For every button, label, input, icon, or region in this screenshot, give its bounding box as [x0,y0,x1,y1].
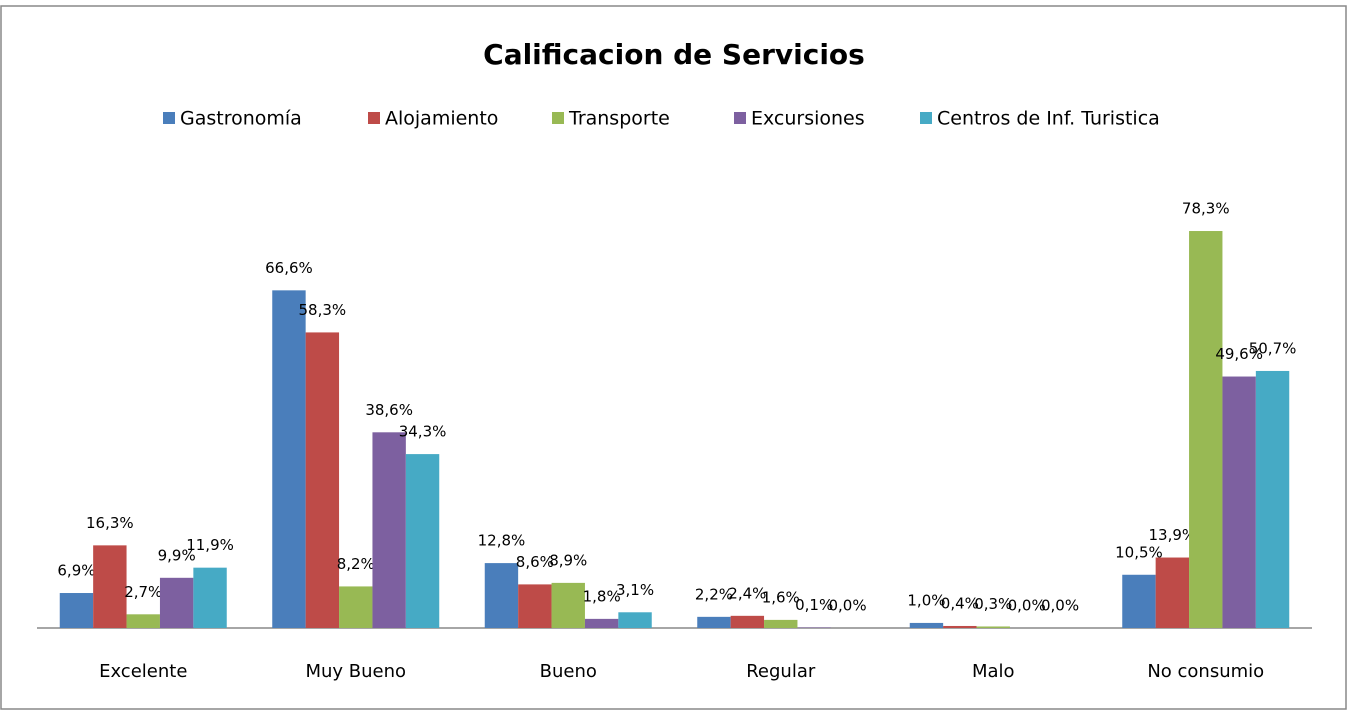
chart-title: Calificacion de Servicios [483,38,865,71]
value-label: 78,3% [1182,200,1230,218]
bar [976,626,1010,628]
value-label: 8,6% [516,553,554,571]
value-label: 6,9% [57,562,95,580]
value-label: 50,7% [1249,339,1297,357]
value-label: 11,9% [186,536,234,554]
bar [193,567,227,628]
value-label: 12,8% [478,532,526,550]
legend-label: Transporte [568,108,670,130]
value-label: 66,6% [265,259,313,277]
bar [551,582,585,628]
bar [584,618,619,628]
value-label: 1,6% [762,588,800,606]
value-label: 1,8% [583,587,621,605]
value-label: 9,9% [158,546,196,564]
legend-swatch [920,112,932,124]
value-label: 2,7% [124,583,162,601]
bar [159,577,194,628]
value-label: 10,5% [1115,543,1163,561]
bar [697,616,731,628]
bar [1155,557,1190,628]
x-tick-label: Excelente [99,661,187,682]
bar [943,625,977,628]
bar [764,619,798,628]
value-label: 0,4% [941,594,979,612]
value-label: 0,0% [828,597,866,615]
x-tick-label: Bueno [540,661,597,682]
bar [1122,574,1156,628]
bar [518,584,552,628]
legend-label: Centros de Inf. Turistica [937,108,1160,130]
bar [1255,370,1290,628]
bar [272,290,306,628]
x-tick-label: Regular [746,661,816,682]
value-label: 0,0% [1008,597,1046,615]
value-label: 0,1% [795,596,833,614]
value-label: 0,0% [1041,597,1079,615]
bar [305,332,340,628]
value-label: 2,2% [695,585,733,603]
value-label: 3,1% [616,581,654,599]
bar [730,615,765,628]
legend-label: Alojamiento [385,108,498,130]
legend-swatch [552,112,564,124]
legend-swatch [163,112,175,124]
value-label: 8,9% [549,551,587,569]
bar [126,614,160,628]
bar [618,612,652,628]
value-label: 38,6% [365,401,413,419]
value-label: 49,6% [1215,345,1263,363]
legend-label: Excursiones [751,108,865,130]
bar [484,563,519,628]
value-label: 58,3% [299,301,347,319]
bar [797,627,831,628]
legend-swatch [734,112,746,124]
value-label: 1,0% [907,591,945,609]
value-label: 16,3% [86,514,134,532]
value-label: 2,4% [728,584,766,602]
bar [93,545,127,628]
bar [59,593,94,628]
x-tick-label: Malo [972,661,1015,682]
x-tick-label: No consumio [1147,661,1264,682]
legend-swatch [368,112,380,124]
value-label: 34,3% [399,423,447,441]
bar [909,622,944,628]
legend-label: Gastronomía [180,108,302,130]
bar [405,454,440,628]
x-tick-label: Muy Bueno [305,661,406,682]
bar [1189,231,1223,629]
bar [339,586,373,628]
bar [372,432,406,628]
value-label: 8,2% [337,555,375,573]
value-label: 0,3% [974,595,1012,613]
value-label: 13,9% [1149,526,1197,544]
bar [1222,376,1256,628]
